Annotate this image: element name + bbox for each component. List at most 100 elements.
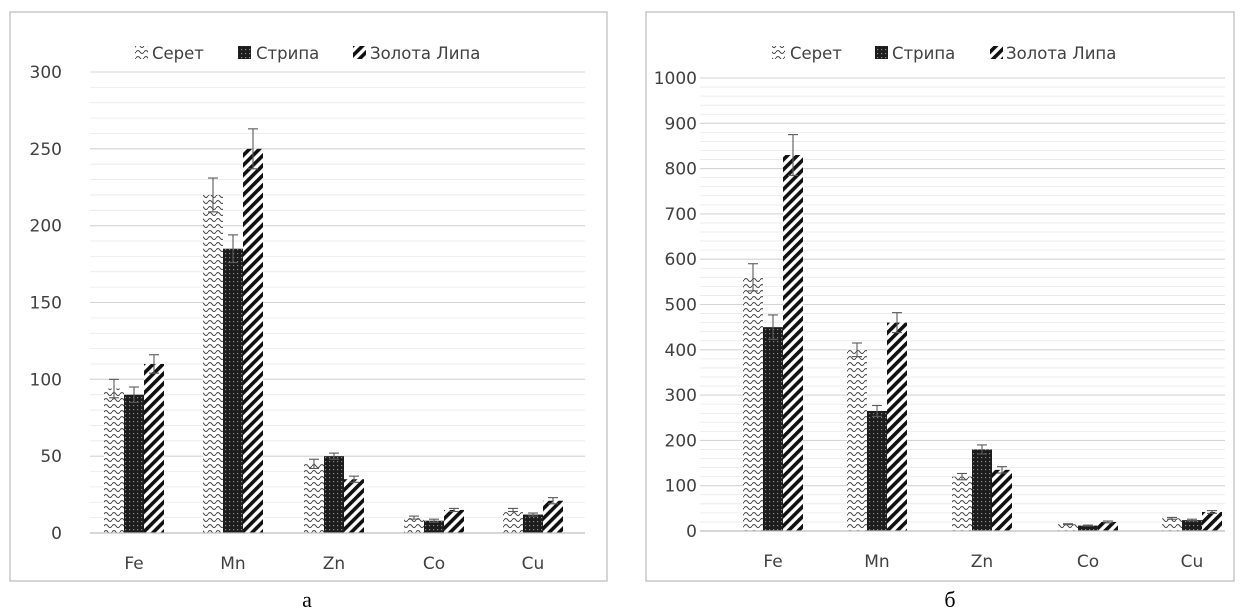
error-bar [1167, 516, 1177, 520]
error-bar [149, 354, 159, 374]
y-axis-ticks: 0 50 100 150 200 250 300 [30, 63, 62, 544]
error-bar [109, 378, 119, 399]
error-bar [748, 263, 758, 292]
legend-item-stryp: Стрипа [238, 44, 319, 63]
y-tick-label: 250 [30, 140, 62, 160]
legend-label-stryp: Стрипа [892, 44, 955, 63]
y-tick-label: 200 [665, 431, 697, 451]
legend-label-seret: Серет [152, 44, 204, 63]
y-tick-label: 300 [665, 386, 697, 406]
error-bar [528, 512, 538, 517]
y-tick-label: 100 [665, 477, 697, 497]
chart-frame [645, 11, 1235, 582]
bar-zlata-lypa-co [444, 509, 464, 533]
y-tick-label: 900 [665, 114, 697, 134]
grid-lines [90, 71, 585, 519]
chart-panel-b: 0 100 200 300 400 500 600 700 800 900 1000 Fe Mn Zn C… [645, 11, 1235, 612]
y-tick-label: 500 [665, 296, 697, 316]
legend-item-zlata-lypa: Золота Липа [353, 44, 480, 63]
y-tick-label: 1000 [654, 69, 697, 89]
legend-item-seret: Серет [135, 44, 204, 63]
bar-seret-co [1058, 524, 1078, 531]
x-tick-label: Fe [124, 554, 143, 574]
legend-swatch-zlata-lypa [990, 46, 1003, 59]
error-bar [349, 475, 359, 483]
bar-zlata-lypa-mn [243, 148, 263, 534]
chart-panel-a: 0 50 100 150 200 250 300 Fe Mn Zn Co Cu Серет Стри… [9, 11, 608, 612]
bar-seret-co [404, 517, 424, 533]
x-tick-label: Zn [971, 552, 993, 572]
y-tick-label: 50 [40, 447, 62, 467]
legend-label-zlata-lypa: Золота Липа [370, 44, 480, 63]
bar-seret-mn [203, 194, 223, 533]
x-tick-label: Cu [522, 554, 545, 574]
error-bar [429, 518, 439, 523]
bar-zlata-lypa-zn [992, 469, 1012, 531]
error-bar [508, 507, 518, 513]
error-bar [788, 134, 798, 176]
error-bar [1187, 518, 1197, 522]
y-axis-ticks: 0 100 200 300 400 500 600 700 800 900 1000 [654, 69, 697, 542]
bar-stryp-mn [867, 410, 887, 531]
y-tick-label: 150 [30, 294, 62, 314]
bar-seret-cu [1162, 518, 1182, 531]
bar-seret-fe [743, 277, 763, 531]
x-tick-label: Fe [763, 552, 782, 572]
bars [104, 128, 563, 534]
bars [743, 134, 1222, 531]
bar-zlata-lypa-fe [144, 363, 164, 533]
bar-zlata-lypa-fe [783, 155, 803, 531]
error-bar [957, 472, 967, 481]
y-tick-label: 0 [51, 524, 62, 544]
error-bar [1063, 523, 1073, 526]
error-bar [449, 507, 459, 513]
error-bar [329, 452, 339, 460]
error-bar [1083, 524, 1093, 527]
legend-swatch-stryp [238, 46, 251, 59]
legend-swatch-seret [772, 46, 785, 59]
error-bar [852, 342, 862, 358]
error-bar [1103, 520, 1113, 524]
legend-item-zlata-lypa: Золота Липа [990, 44, 1116, 63]
error-bar [892, 312, 902, 334]
bar-seret-cu [503, 509, 523, 533]
bar-zlata-lypa-cu [1202, 511, 1222, 531]
bar-seret-mn [847, 349, 867, 531]
error-bar [1207, 510, 1217, 514]
bar-stryp-zn [324, 456, 344, 533]
y-tick-label: 800 [665, 160, 697, 180]
bar-stryp-co [424, 520, 444, 533]
y-tick-label: 700 [665, 205, 697, 225]
error-bar [228, 234, 238, 264]
bar-stryp-zn [972, 449, 992, 531]
legend-swatch-stryp [875, 46, 888, 59]
error-bar [409, 515, 419, 520]
legend: Серет Стрипа Золота Липа [772, 44, 1116, 63]
x-axis-ticks: Fe Mn Zn Co Cu [763, 552, 1203, 572]
x-tick-label: Cu [1181, 552, 1204, 572]
y-tick-label: 400 [665, 341, 697, 361]
legend-swatch-seret [135, 46, 148, 59]
legend-label-seret: Серет [790, 44, 842, 63]
error-bar [997, 466, 1007, 474]
bar-zlata-lypa-cu [543, 500, 563, 533]
bar-zlata-lypa-mn [887, 322, 907, 531]
error-bar [872, 404, 882, 417]
error-bar [129, 386, 139, 403]
y-tick-label: 100 [30, 370, 62, 390]
bar-zlata-lypa-zn [344, 479, 364, 533]
y-tick-label: 300 [30, 63, 62, 83]
x-axis-ticks: Fe Mn Zn Co Cu [124, 554, 544, 574]
bar-zlata-lypa-co [1098, 521, 1118, 531]
y-tick-label: 0 [686, 522, 697, 542]
bar-seret-zn [304, 463, 324, 533]
legend: Серет Стрипа Золота Липа [135, 44, 480, 63]
bar-stryp-fe [763, 327, 783, 531]
x-tick-label: Co [423, 554, 445, 574]
legend-swatch-zlata-lypa [353, 46, 366, 59]
panel-caption-b: б [944, 587, 955, 612]
x-tick-label: Co [1077, 552, 1099, 572]
x-tick-label: Zn [323, 554, 345, 574]
x-tick-label: Mn [220, 554, 245, 574]
